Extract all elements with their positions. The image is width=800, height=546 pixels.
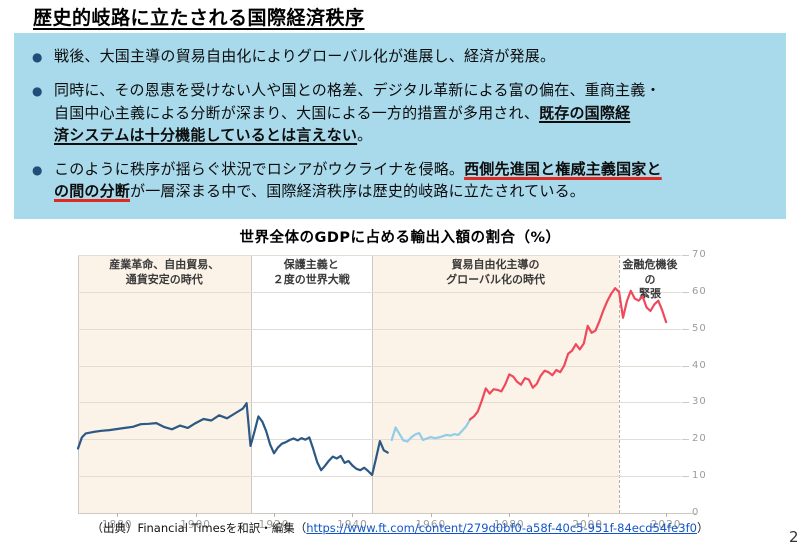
summary-box: ● 戦後、大国主導の貿易自由化によりグローバル化が進展し、経済が発展。 ● 同時に、そ… [14, 33, 786, 219]
x-tick [430, 513, 432, 517]
x-axis-label: 1980 [493, 519, 525, 531]
source-link[interactable]: https://www.ft.com/content/279d0bf0-a58f… [306, 521, 697, 535]
bullet-line: 自国中心主義による分断が深まり、大国による一方的措置が多用され、既存の国際経 [54, 102, 661, 125]
bullet-item: ● 戦後、大国主導の貿易自由化によりグローバル化が進展し、経済が発展。 [32, 45, 772, 68]
y-axis-label: 30 [692, 396, 707, 408]
plain-text: 同時に、その恩恵を受けない人や国との格差、デジタル革新による富の偏在、重商主義・ [54, 81, 661, 99]
plain-text: 戦後、大国主導の貿易自由化によりグローバル化が進展し、経済が発展。 [54, 47, 556, 65]
x-axis-label: 1940 [337, 519, 368, 531]
trade-gdp-chart: 世界全体のGDPに占める輸出入額の割合（%） 0 10 20 30 40 50 60 70 18… [0, 225, 800, 539]
bullet-line: このように秩序が揺らぐ状況でロシアがウクライナを侵略。西側先進国と権威主義国家と [54, 158, 662, 181]
y-tick [682, 255, 689, 256]
x-tick [352, 513, 354, 517]
x-tick [195, 513, 197, 517]
era-label: 保護主義と ２度の世界大戦 [272, 258, 350, 286]
bullet-dot-icon: ● [32, 84, 43, 98]
page-title: 歴史的岐路に立たされる国際経済秩序 [33, 7, 365, 29]
page-number: 2 [789, 528, 799, 546]
era-band [78, 255, 251, 513]
emphasized-text: 既存の国際経 [539, 103, 631, 122]
era-band [372, 255, 620, 513]
emphasized-text: 済システムは十分機能しているとは言えない [54, 126, 358, 144]
bullet-item: ● 同時に、その恩恵を受けない人や国との格差、デジタル革新による富の偏在、重商主義… [32, 79, 772, 147]
y-axis-label: 20 [692, 433, 707, 445]
plain-text: 。 [357, 126, 373, 144]
plain-text: が一層深まる中で、国際経済秩序は歴史的岐路に立たされている。 [130, 182, 585, 200]
bullet-line: 戦後、大国主導の貿易自由化によりグローバル化が進展し、経済が発展。 [54, 45, 555, 68]
axis-bottom-line [78, 513, 697, 514]
series-postwar-lightblue [390, 418, 472, 443]
chart-series-svg [76, 287, 668, 477]
era-label: 貿易自由化主導の グローバル化の時代 [446, 258, 545, 286]
era-label: 産業革命、自由貿易、 通貨安定の時代 [109, 258, 220, 286]
series-prewar-navy [76, 402, 389, 477]
gridline [78, 365, 681, 367]
era-label: 金融危機後の 緊張 [622, 258, 678, 300]
y-axis-label: 0 [692, 507, 699, 518]
bullet-line: 同時に、その恩恵を受けない人や国との格差、デジタル革新による富の偏在、重商主義・ [54, 79, 661, 102]
era-band [250, 255, 373, 513]
x-tick [274, 513, 276, 517]
x-axis-label: 2020 [650, 519, 682, 531]
era-band [619, 255, 681, 513]
x-tick [587, 513, 589, 517]
y-tick [682, 476, 689, 478]
gridline [78, 476, 681, 478]
y-axis-label: 50 [692, 322, 707, 334]
bullet-text: 同時に、その恩恵を受けない人や国との格差、デジタル革新による富の偏在、重商主義・… [54, 79, 661, 147]
x-axis-label: 2000 [572, 519, 604, 531]
bullet-dot-icon: ● [32, 50, 43, 64]
emphasized-text: の間の分断 [54, 182, 131, 200]
gridline [78, 402, 681, 404]
source-line: （出典）Financial Timesを和訳・編集（https://www.ft… [0, 520, 800, 536]
bullet-dot-icon: ● [32, 162, 43, 177]
y-axis-label: 60 [692, 285, 707, 297]
y-tick [682, 439, 689, 441]
chart-title: 世界全体のGDPに占める輸出入額の割合（%） [239, 230, 561, 246]
emphasized-text: 西側先進国と権威主義国家と [464, 159, 662, 178]
axis-left-line [78, 255, 79, 513]
y-axis-label: 70 [692, 249, 707, 260]
source-prefix: （出典）Financial Timesを和訳・編集（ [91, 521, 307, 535]
x-axis-label: 1900 [180, 519, 211, 531]
x-tick [509, 513, 511, 517]
series-globalization-red [469, 287, 668, 421]
gridline [78, 255, 681, 256]
source-suffix: ） [696, 521, 709, 535]
bullet-item: ● このように秩序が揺らぐ状況でロシアがウクライナを侵略。西側先進国と権威主義国家… [32, 158, 772, 203]
bullet-line: 済システムは十分機能しているとは言えない。 [54, 124, 661, 147]
y-tick [682, 402, 689, 404]
gridline [78, 439, 681, 441]
y-tick [682, 365, 689, 367]
bullet-text: このように秩序が揺らぐ状況でロシアがウクライナを侵略。西側先進国と権威主義国家と… [54, 158, 662, 203]
bullet-line: の間の分断が一層深まる中で、国際経済秩序は歴史的岐路に立たされている。 [54, 180, 662, 203]
x-axis-label: 1880 [101, 519, 133, 531]
gridline [78, 328, 681, 330]
y-tick [682, 291, 689, 293]
x-tick [666, 513, 668, 517]
x-axis-label: 1920 [258, 519, 290, 531]
y-axis-label: 10 [692, 470, 707, 482]
x-axis-label: 1960 [415, 519, 447, 531]
y-axis-label: 40 [692, 359, 707, 371]
y-tick [682, 328, 689, 330]
x-tick [117, 513, 119, 517]
bullet-text: 戦後、大国主導の貿易自由化によりグローバル化が進展し、経済が発展。 [54, 45, 555, 68]
plain-text: 自国中心主義による分断が深まり、大国による一方的措置が多用され、 [54, 103, 540, 122]
gridline [78, 291, 681, 293]
plain-text: このように秩序が揺らぐ状況でロシアがウクライナを侵略。 [54, 159, 465, 178]
